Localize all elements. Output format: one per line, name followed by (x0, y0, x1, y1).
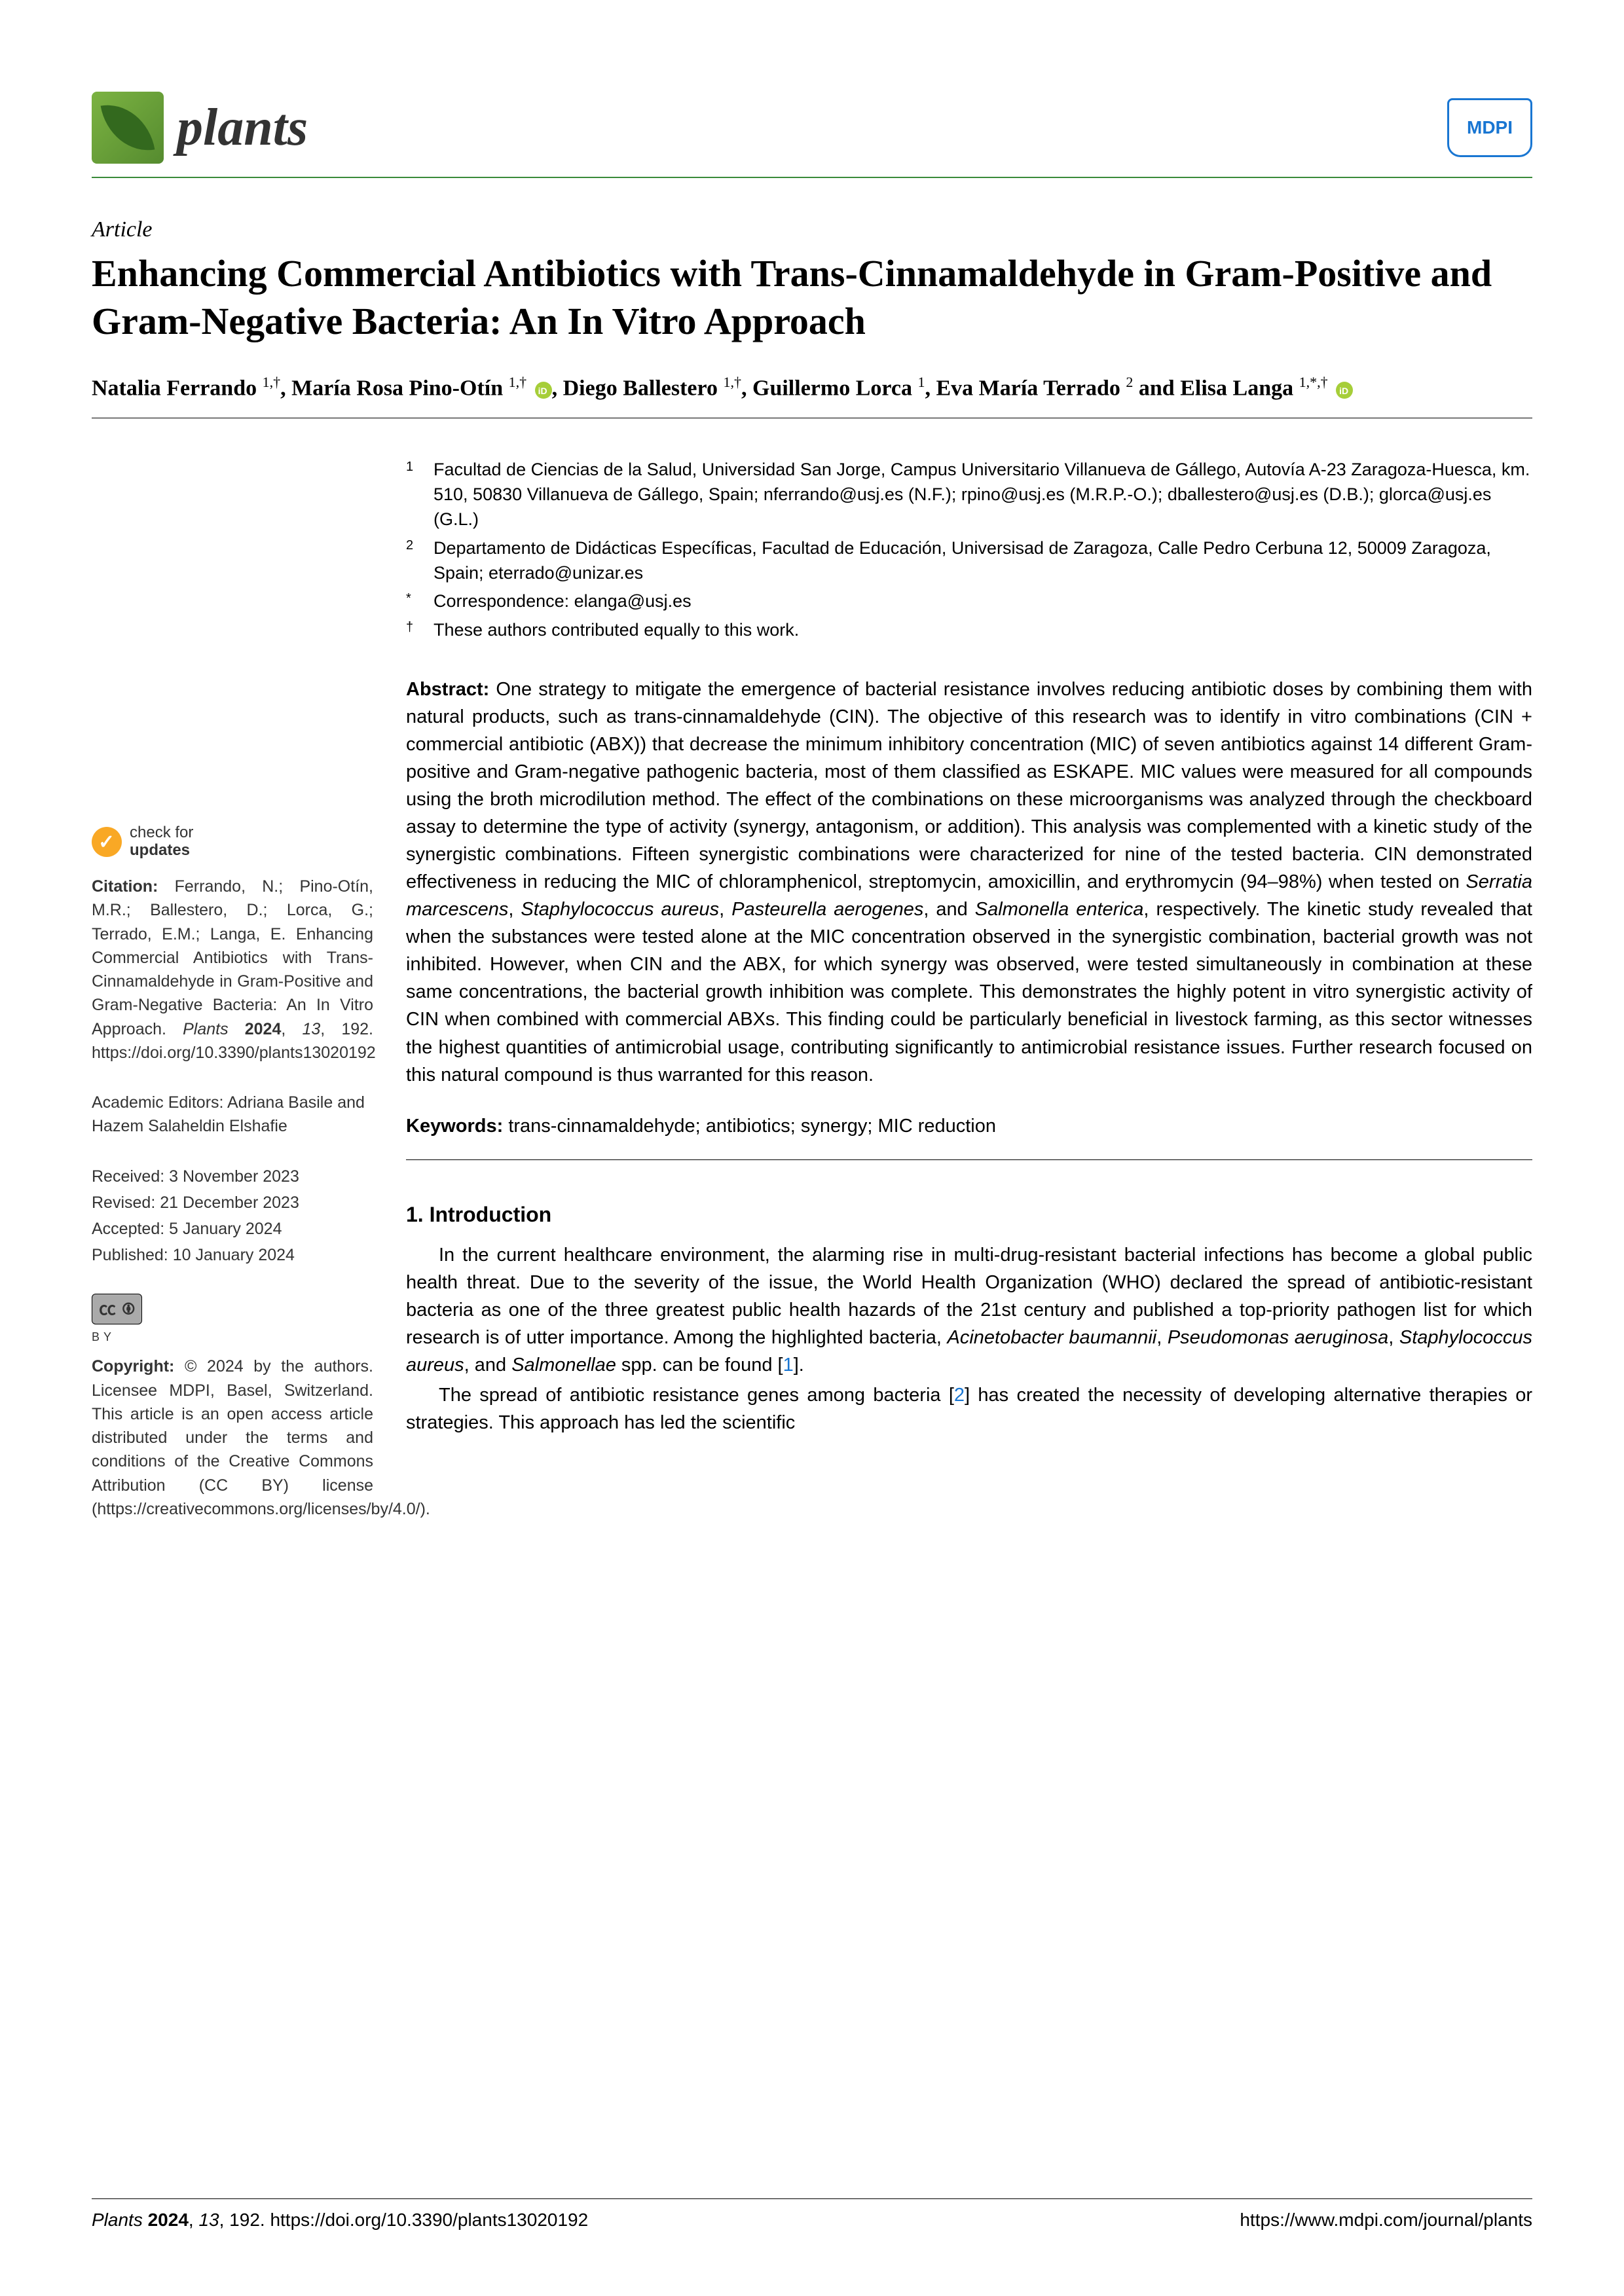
footer-left: Plants 2024, 13, 192. https://doi.org/10… (92, 2210, 588, 2231)
sidebar: check for updates Citation: Ferrando, N.… (92, 458, 373, 1521)
dates-block: Received: 3 November 2023 Revised: 21 De… (92, 1165, 373, 1267)
date-accepted: Accepted: 5 January 2024 (92, 1217, 373, 1241)
check-icon (92, 827, 122, 857)
cc-license-badge[interactable]: ㏄ 🅯 BY (92, 1294, 373, 1346)
footer-right[interactable]: https://www.mdpi.com/journal/plants (1240, 2210, 1532, 2231)
journal-name: plants (177, 98, 308, 158)
section-1-body: In the current healthcare environment, t… (406, 1241, 1532, 1436)
date-published: Published: 10 January 2024 (92, 1243, 373, 1267)
journal-brand: plants (92, 92, 308, 164)
citation-block: Citation: Ferrando, N.; Pino-Otín, M.R.;… (92, 875, 373, 1065)
mdpi-logo: MDPI (1447, 98, 1532, 157)
copyright-block: Copyright: © 2024 by the authors. Licens… (92, 1355, 373, 1521)
section-1-heading: 1. Introduction (406, 1199, 1532, 1230)
keywords-divider (406, 1159, 1532, 1160)
article-title: Enhancing Commercial Antibiotics with Tr… (92, 250, 1532, 345)
affiliations: 1Facultad de Ciencias de la Salud, Unive… (406, 458, 1532, 643)
article-type: Article (92, 217, 1532, 242)
page-header: plants MDPI (92, 92, 1532, 178)
check-updates-badge[interactable]: check for updates (92, 824, 373, 859)
editors-block: Academic Editors: Adriana Basile and Haz… (92, 1091, 373, 1139)
date-received: Received: 3 November 2023 (92, 1165, 373, 1188)
page-footer: Plants 2024, 13, 192. https://doi.org/10… (92, 2198, 1532, 2231)
date-revised: Revised: 21 December 2023 (92, 1191, 373, 1214)
check-updates-text: check for updates (130, 824, 193, 859)
main-column: 1Facultad de Ciencias de la Salud, Unive… (406, 458, 1532, 1521)
author-list: Natalia Ferrando 1,†, María Rosa Pino-Ot… (92, 371, 1532, 405)
keywords: Keywords: trans-cinnamaldehyde; antibiot… (406, 1112, 1532, 1140)
leaf-icon (92, 92, 164, 164)
abstract: Abstract: One strategy to mitigate the e… (406, 676, 1532, 1089)
